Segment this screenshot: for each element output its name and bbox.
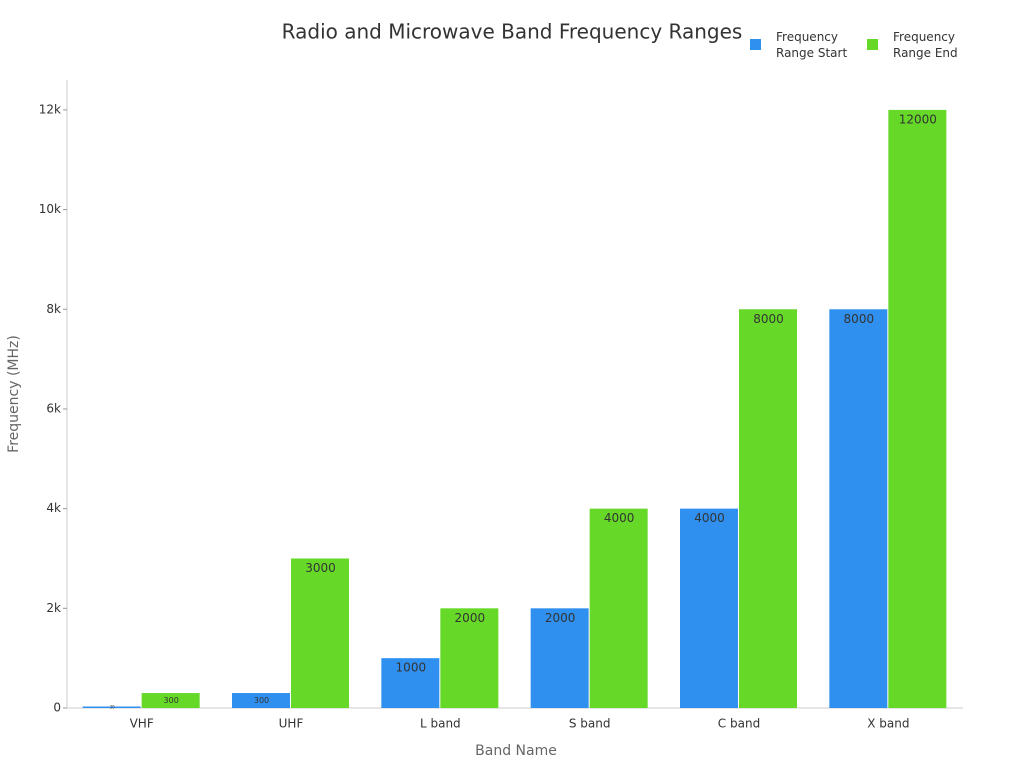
bar xyxy=(232,693,290,708)
data-label: 4000 xyxy=(604,511,635,525)
y-tick-label: 4k xyxy=(46,501,61,515)
legend-swatch xyxy=(867,39,878,50)
data-label: 8000 xyxy=(844,312,875,326)
y-tick-label: 0 xyxy=(53,701,61,715)
x-tick-label: X band xyxy=(867,717,909,731)
bar xyxy=(381,658,440,708)
data-label: 3000 xyxy=(305,561,336,575)
x-tick-label: VHF xyxy=(130,717,154,731)
data-label: 2000 xyxy=(545,611,576,625)
y-tick-label: 8k xyxy=(46,302,61,316)
x-tick-label: C band xyxy=(718,717,760,731)
bar xyxy=(82,706,141,708)
bar xyxy=(829,309,888,708)
data-label: 1000 xyxy=(396,661,427,675)
bar xyxy=(440,608,499,708)
data-label: 30 xyxy=(110,704,116,709)
bar xyxy=(888,109,947,708)
x-tick-label: S band xyxy=(569,717,611,731)
bar xyxy=(141,693,200,708)
legend-swatch xyxy=(750,39,761,50)
bar xyxy=(530,608,589,708)
legend-label: Frequency Range Start xyxy=(776,30,848,60)
data-label: 4000 xyxy=(694,511,725,525)
y-tick-label: 12k xyxy=(39,102,61,116)
data-label: 300 xyxy=(164,696,179,705)
x-tick-label: UHF xyxy=(279,717,304,731)
legend-label: Frequency Range End xyxy=(893,30,958,60)
data-label: 300 xyxy=(254,696,269,705)
x-tick-label: L band xyxy=(420,717,461,731)
bar xyxy=(680,508,738,708)
x-axis-title: Band Name xyxy=(475,743,557,759)
bar xyxy=(291,558,349,708)
chart-title: Radio and Microwave Band Frequency Range… xyxy=(282,20,743,44)
y-tick-label: 6k xyxy=(46,401,61,415)
bar xyxy=(739,309,797,708)
y-tick-label: 2k xyxy=(46,601,61,615)
data-label: 2000 xyxy=(455,611,486,625)
bar xyxy=(589,508,648,708)
data-label: 8000 xyxy=(753,312,784,326)
data-label: 12000 xyxy=(899,112,937,126)
y-axis-title: Frequency (MHz) xyxy=(6,335,22,453)
y-tick-label: 10k xyxy=(39,202,61,216)
